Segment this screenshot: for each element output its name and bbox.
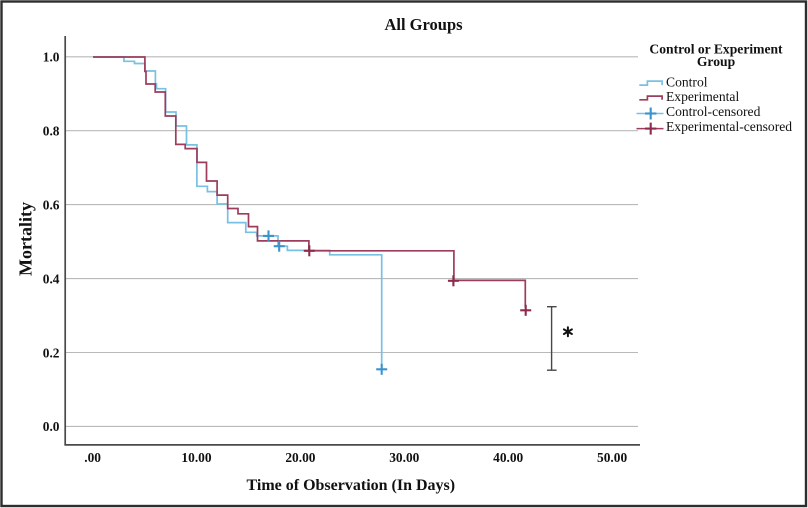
svg-text:30.00: 30.00 <box>389 450 419 465</box>
svg-text:Time of Observation (In Days): Time of Observation (In Days) <box>247 477 456 494</box>
svg-text:0.8: 0.8 <box>43 124 60 139</box>
svg-text:Control: Control <box>666 74 708 89</box>
svg-text:Control or Experiment: Control or Experiment <box>649 42 783 57</box>
svg-text:.00: .00 <box>84 450 101 465</box>
svg-text:Experimental-censored: Experimental-censored <box>666 119 792 134</box>
svg-text:0.6: 0.6 <box>43 197 60 212</box>
svg-text:10.00: 10.00 <box>181 450 211 465</box>
svg-text:0.0: 0.0 <box>43 419 60 434</box>
svg-text:0.2: 0.2 <box>43 345 60 360</box>
svg-text:40.00: 40.00 <box>493 450 523 465</box>
svg-text:All Groups: All Groups <box>384 15 463 34</box>
svg-text:Mortality: Mortality <box>16 202 36 276</box>
svg-text:50.00: 50.00 <box>597 450 627 465</box>
svg-text:20.00: 20.00 <box>285 450 315 465</box>
svg-text:Group: Group <box>697 54 736 69</box>
svg-text:Control-censored: Control-censored <box>666 104 761 119</box>
svg-text:0.4: 0.4 <box>43 271 60 286</box>
svg-text:Experimental: Experimental <box>666 89 739 104</box>
svg-text:1.0: 1.0 <box>43 50 60 65</box>
